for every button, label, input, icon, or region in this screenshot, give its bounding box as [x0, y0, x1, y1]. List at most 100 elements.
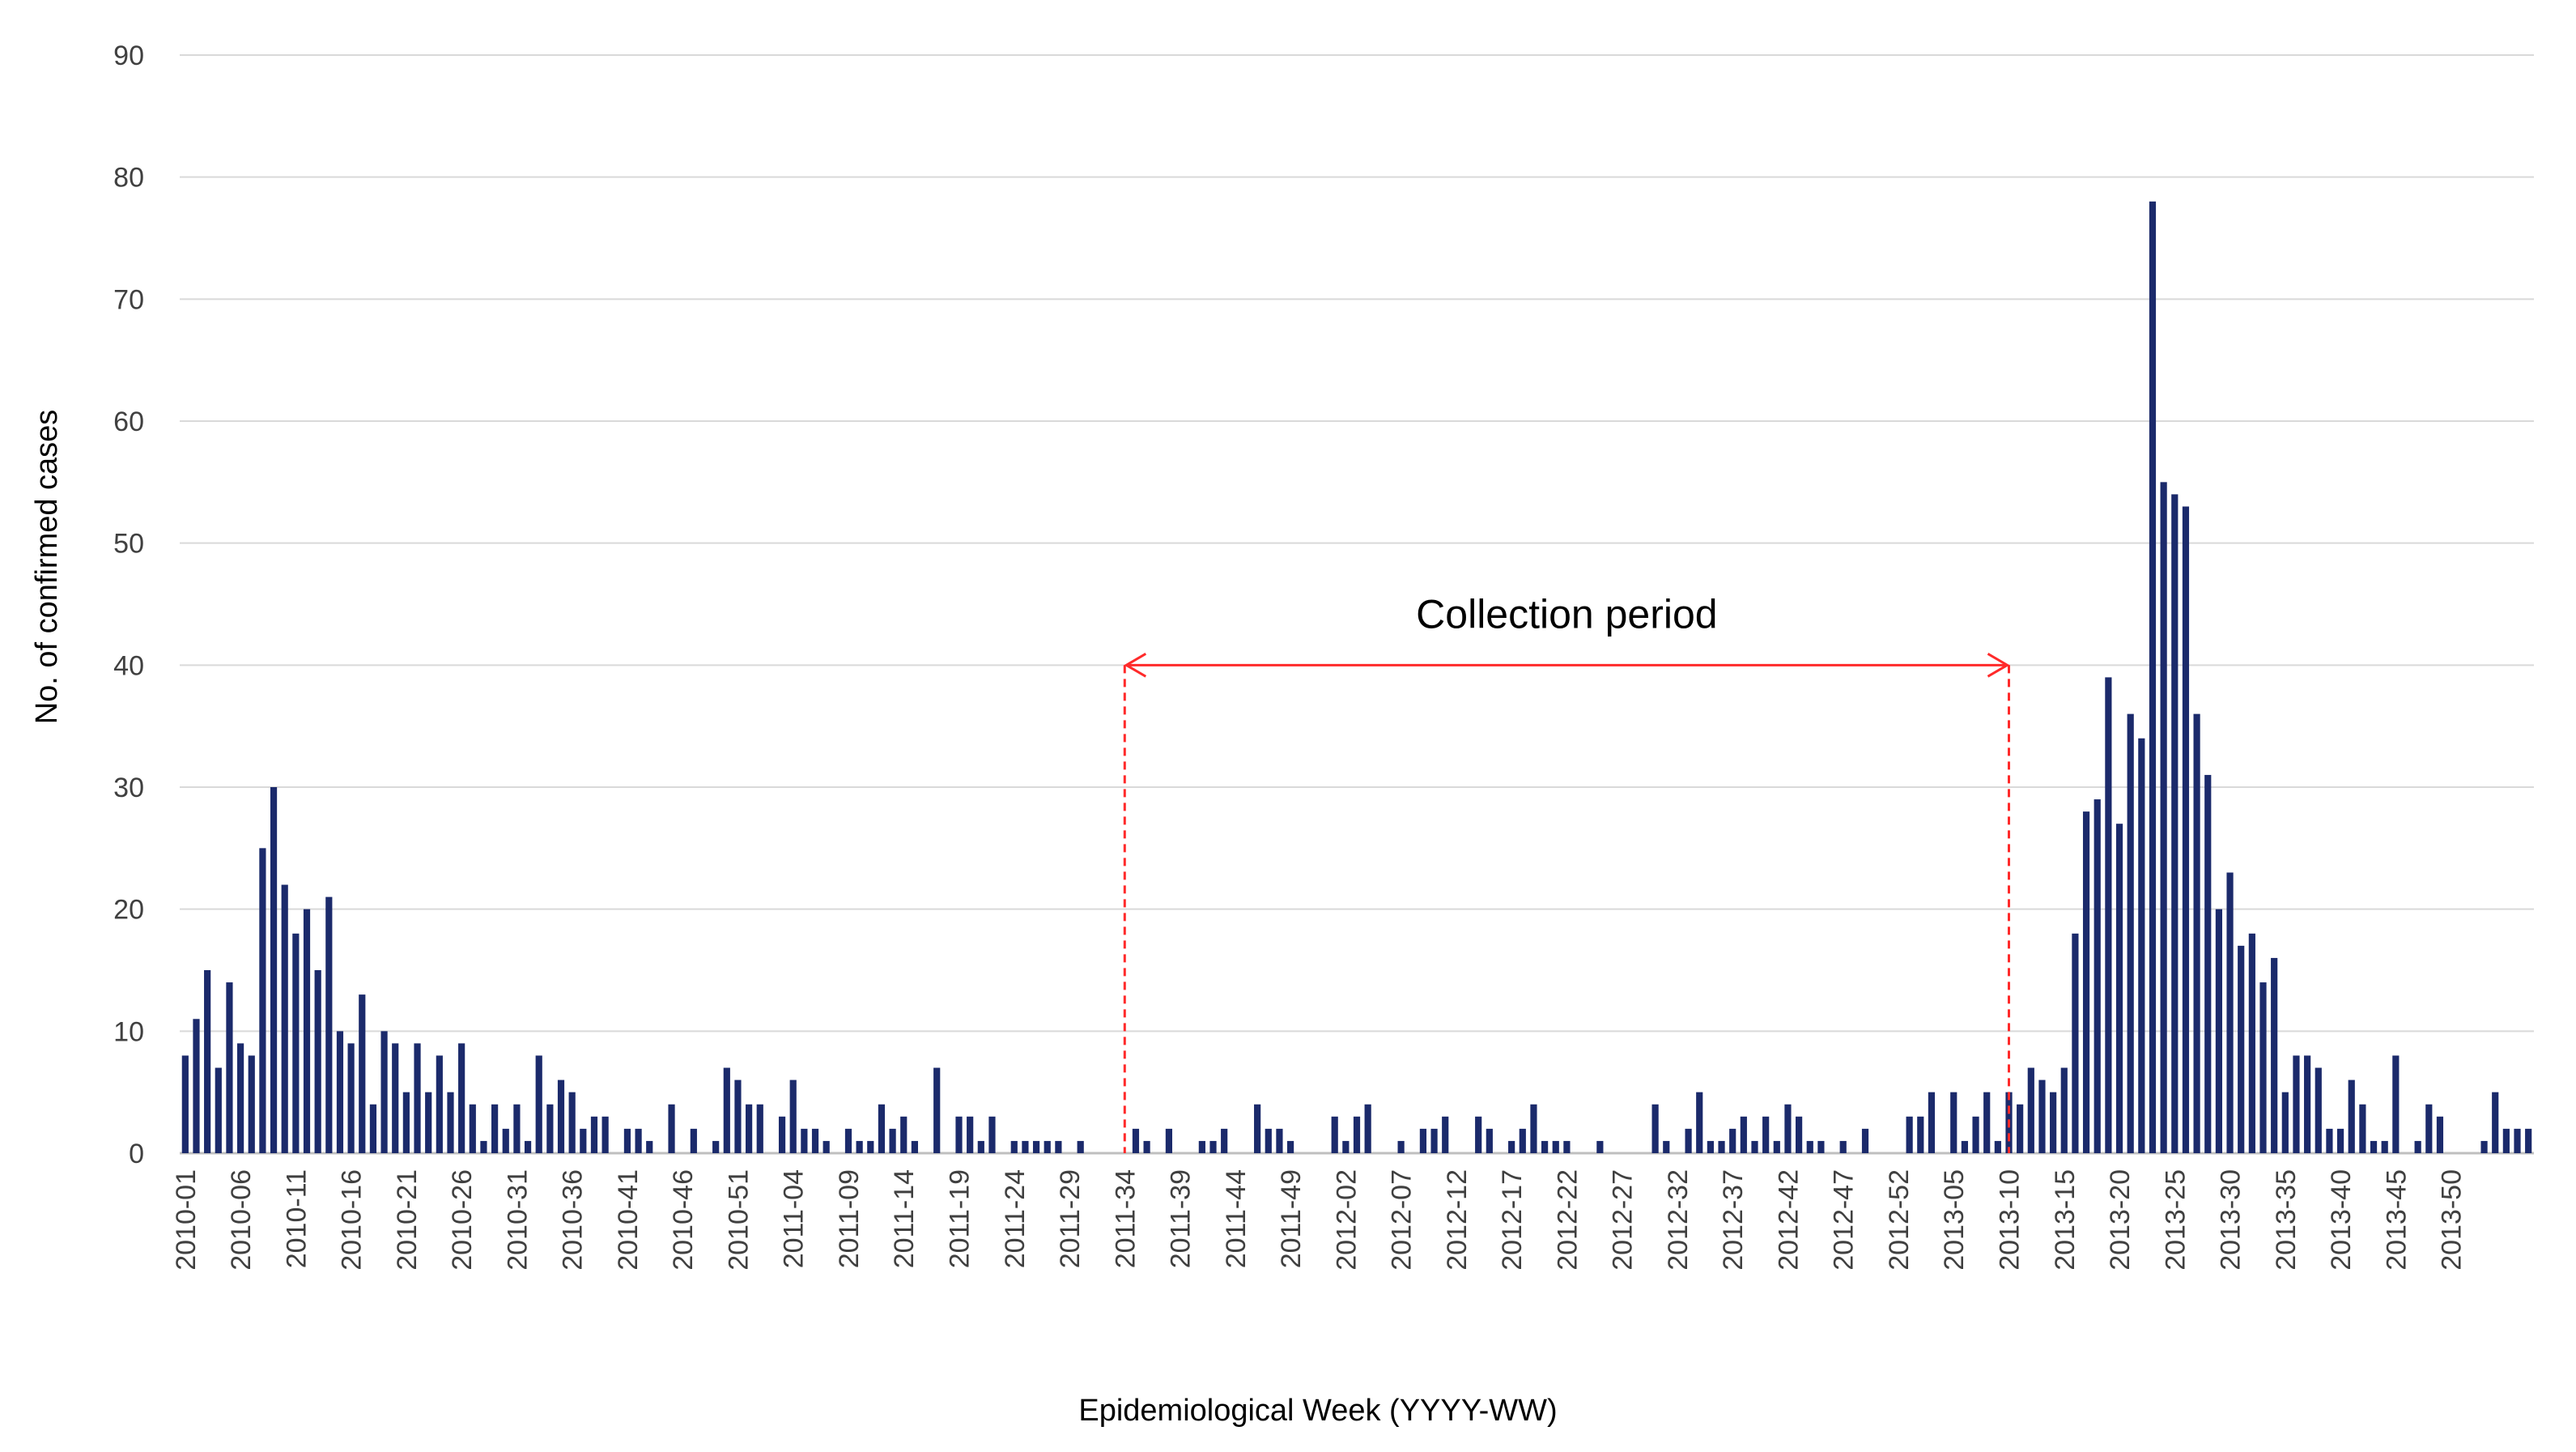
- x-tick-label: 2011-24: [1000, 1169, 1031, 1268]
- bar: [1143, 1140, 1150, 1153]
- x-tick-label: 2010-11: [281, 1169, 312, 1268]
- bar: [2027, 1067, 2034, 1153]
- bar: [1917, 1116, 1924, 1153]
- bar: [1032, 1140, 1040, 1153]
- bar: [2182, 506, 2190, 1153]
- annotation-label: Collection period: [1416, 591, 1717, 637]
- bar: [1198, 1140, 1205, 1153]
- bar: [2204, 774, 2212, 1153]
- bar: [955, 1116, 963, 1153]
- bar: [2171, 494, 2179, 1153]
- bar: [1972, 1116, 1979, 1153]
- bar: [789, 1079, 797, 1153]
- x-axis-ticks: 2010-01 2010-06 2010-11 2010-16 2010-21 2010-…: [171, 1169, 2468, 1271]
- x-tick-label: 2012-52: [1884, 1169, 1915, 1271]
- y-tick-label: 80: [113, 163, 144, 194]
- y-tick-label: 20: [113, 895, 144, 926]
- bar: [2304, 1055, 2311, 1153]
- x-tick-label: 2012-17: [1497, 1169, 1528, 1271]
- bar: [2259, 982, 2267, 1153]
- x-tick-label: 2013-45: [2381, 1169, 2412, 1271]
- bar: [2160, 482, 2167, 1153]
- bar: [668, 1104, 675, 1153]
- bar: [1696, 1092, 1703, 1153]
- bar: [1950, 1092, 1958, 1153]
- bar: [226, 982, 233, 1153]
- bar: [2359, 1104, 2366, 1153]
- bar: [2293, 1055, 2300, 1153]
- bar: [535, 1055, 542, 1153]
- x-tick-label: 2012-02: [1331, 1169, 1362, 1271]
- bar: [2425, 1104, 2433, 1153]
- bar: [1209, 1140, 1217, 1153]
- bar: [1718, 1140, 1725, 1153]
- bar: [1055, 1140, 1062, 1153]
- y-axis-label: No. of confirmed cases: [30, 410, 64, 725]
- bar: [2315, 1067, 2322, 1153]
- bar: [2226, 872, 2234, 1153]
- bar: [690, 1128, 697, 1153]
- bar: [867, 1140, 874, 1153]
- bar: [1419, 1128, 1427, 1153]
- bar: [1508, 1140, 1515, 1153]
- bar: [1221, 1128, 1228, 1153]
- bar: [2072, 933, 2079, 1153]
- x-tick-label: 2012-42: [1773, 1169, 1804, 1271]
- grid-lines: [180, 54, 2534, 1155]
- bar: [1817, 1140, 1825, 1153]
- bar: [1729, 1128, 1736, 1153]
- x-tick-label: 2011-39: [1166, 1169, 1197, 1268]
- bar: [2502, 1128, 2510, 1153]
- x-tick-label: 2011-29: [1055, 1169, 1086, 1268]
- x-tick-label: 2010-21: [392, 1169, 423, 1271]
- bar: [2127, 713, 2134, 1153]
- bar: [580, 1128, 587, 1153]
- x-tick-label: 2010-26: [447, 1169, 478, 1271]
- bar: [856, 1140, 863, 1153]
- x-tick-label: 2011-14: [889, 1169, 920, 1268]
- y-tick-label: 70: [113, 284, 144, 315]
- bar: [1044, 1140, 1051, 1153]
- y-tick-label: 30: [113, 773, 144, 803]
- y-axis-ticks: 0 10 20 30 40 50 60 70 80 90: [113, 40, 144, 1169]
- bar: [1519, 1128, 1526, 1153]
- bar: [1563, 1140, 1571, 1153]
- x-tick-label: 2011-09: [834, 1169, 865, 1268]
- bar: [1685, 1128, 1692, 1153]
- bar: [1265, 1128, 1272, 1153]
- arrowhead-left: [1124, 653, 1147, 678]
- bar: [2525, 1128, 2532, 1153]
- y-tick-label: 90: [113, 40, 144, 71]
- bar: [1475, 1116, 1482, 1153]
- x-tick-label: 2013-50: [2437, 1169, 2468, 1271]
- x-tick-label: 2010-36: [558, 1169, 589, 1271]
- bar: [1994, 1140, 2001, 1153]
- x-tick-label: 2011-19: [945, 1169, 976, 1268]
- bar: [2105, 677, 2112, 1153]
- bar: [215, 1067, 222, 1153]
- bar: [546, 1104, 554, 1153]
- bar: [2348, 1079, 2355, 1153]
- x-tick-label: 2010-31: [502, 1169, 533, 1271]
- bar: [1928, 1092, 1936, 1153]
- bar: [1342, 1140, 1350, 1153]
- bar: [1861, 1128, 1869, 1153]
- bar: [2392, 1055, 2400, 1153]
- bar: [623, 1128, 631, 1153]
- bar: [1552, 1140, 1559, 1153]
- bar: [988, 1116, 996, 1153]
- bar: [1773, 1140, 1780, 1153]
- y-tick-label: 40: [113, 650, 144, 681]
- bar: [458, 1043, 465, 1153]
- bar: [1165, 1128, 1173, 1153]
- bar: [369, 1104, 377, 1153]
- bar: [414, 1043, 421, 1153]
- bar: [513, 1104, 521, 1153]
- bar: [2138, 738, 2145, 1153]
- y-tick-label: 60: [113, 407, 144, 437]
- bar: [967, 1116, 974, 1153]
- bar: [933, 1067, 941, 1153]
- bar: [1740, 1116, 1747, 1153]
